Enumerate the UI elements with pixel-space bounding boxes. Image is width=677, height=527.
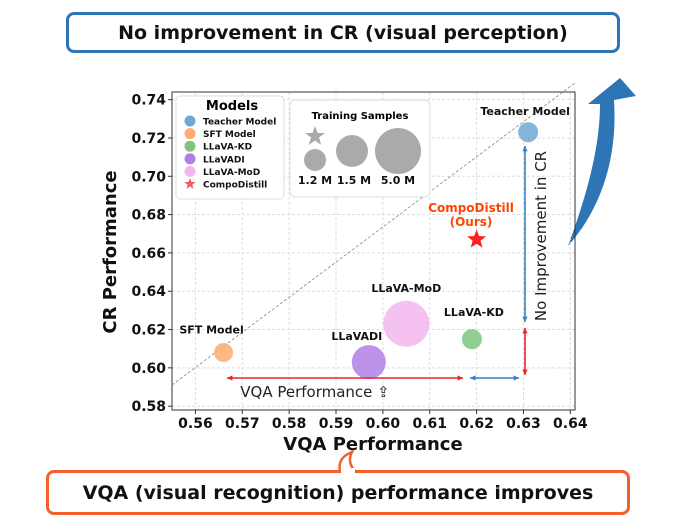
cr-gap-arrow-head — [522, 369, 528, 375]
x-tick-label: 0.57 — [225, 416, 260, 432]
x-tick-label: 0.60 — [366, 416, 401, 432]
y-axis-label: CR Performance — [100, 170, 121, 333]
annotations: VQA Performance ⇪ No Improvement in CR Com… — [227, 146, 550, 401]
legend-item: LLaVA-MoD — [203, 168, 260, 178]
legend-size-medium — [336, 135, 368, 167]
vqa-gain-arrow-head — [227, 375, 233, 381]
legend-item: Teacher Model — [203, 118, 276, 128]
legend-marker — [184, 165, 196, 177]
x-axis-label: VQA Performance — [283, 434, 462, 455]
y-tick-label: 0.64 — [131, 284, 166, 300]
axis-ticks: 0.56 0.57 0.58 0.59 0.60 0.61 0.62 0.63 0.64 0.58… — [131, 93, 587, 432]
y-tick-label: 0.72 — [131, 131, 166, 147]
legend-marker — [184, 128, 196, 140]
legend-marker — [184, 115, 196, 127]
x-tick-label: 0.61 — [412, 416, 447, 432]
x-tick-label: 0.63 — [506, 416, 541, 432]
y-tick-label: 0.58 — [131, 399, 166, 415]
point-label: LLaVADI — [331, 330, 382, 343]
point-label: SFT Model — [179, 324, 243, 337]
legend-size-large — [375, 128, 421, 174]
legend-samples: Training Samples 1.2 M 1.5 M 5.0 M — [289, 99, 431, 198]
x-tick-label: 0.56 — [178, 416, 213, 432]
top-callout: No improvement in CR (visual perception) — [66, 12, 620, 53]
y-tick-label: 0.60 — [131, 361, 166, 377]
point-compodistill-star — [467, 229, 487, 248]
legend-size-label: 5.0 M — [381, 174, 415, 187]
y-tick-label: 0.68 — [131, 208, 166, 224]
legend-models-box — [175, 95, 285, 200]
vqa-gain-arrow-head — [457, 375, 463, 381]
point-label: LLaVA-KD — [444, 306, 504, 319]
legend-size-label: 1.2 M — [298, 174, 332, 187]
legend-title: Models — [206, 99, 258, 114]
legend-marker — [184, 153, 196, 165]
legend-size-small — [304, 149, 326, 171]
x-tick-label: 0.64 — [553, 416, 588, 432]
ours-label: CompoDistill — [428, 201, 514, 215]
legend-item: LLaVA-KD — [203, 143, 252, 153]
legend-items: Teacher Model SFT Model LLaVA-KD LLaVADI LLa… — [184, 115, 276, 191]
legend-samples-title: Training Samples — [312, 111, 409, 122]
point-llava-mod — [383, 300, 430, 347]
point-teacher-model — [518, 122, 539, 143]
parity-line — [171, 82, 576, 386]
y-tick-label: 0.74 — [131, 93, 166, 109]
plot-frame — [171, 91, 576, 411]
y-tick-label: 0.62 — [131, 323, 166, 339]
no-cr-improvement-arrow-head — [522, 316, 528, 322]
point-label: Teacher Model — [480, 105, 570, 118]
vqa-gap-arrow-head — [470, 375, 476, 381]
legend-models: Models Teacher Model SFT Model LLaVA-KD LLa… — [175, 95, 285, 200]
legend-item: LLaVADI — [203, 155, 245, 165]
point-label: LLaVA-MoD — [371, 282, 441, 295]
point-llava-kd — [461, 329, 482, 350]
x-tick-label: 0.62 — [459, 416, 494, 432]
cr-gap-arrow-head — [522, 328, 528, 334]
vqa-arrow-label: VQA Performance ⇪ — [240, 383, 390, 401]
legend-item: CompoDistill — [203, 181, 267, 191]
big-curved-arrow — [568, 78, 636, 246]
y-tick-label: 0.70 — [131, 169, 166, 185]
no-cr-improvement-arrow-head — [522, 146, 528, 152]
x-tick-label: 0.59 — [319, 416, 354, 432]
bottom-callout: VQA (visual recognition) performance imp… — [46, 470, 630, 515]
legend-star-icon — [184, 178, 196, 189]
ours-label: (Ours) — [450, 215, 493, 229]
legend-item: SFT Model — [203, 130, 256, 140]
cr-arrow-label: No Improvement in CR — [532, 151, 550, 321]
legend-size-label: 1.5 M — [337, 174, 371, 187]
point-sft-model — [214, 343, 234, 363]
vqa-gap-arrow-head — [513, 375, 519, 381]
point-llavadi — [351, 345, 386, 380]
x-tick-label: 0.58 — [272, 416, 307, 432]
legend-star-icon — [305, 126, 325, 145]
y-tick-label: 0.66 — [131, 246, 166, 262]
legend-marker — [184, 140, 196, 152]
data-points: Teacher Model SFT Model LLaVA-KD LLaVADI LLa… — [179, 105, 570, 380]
